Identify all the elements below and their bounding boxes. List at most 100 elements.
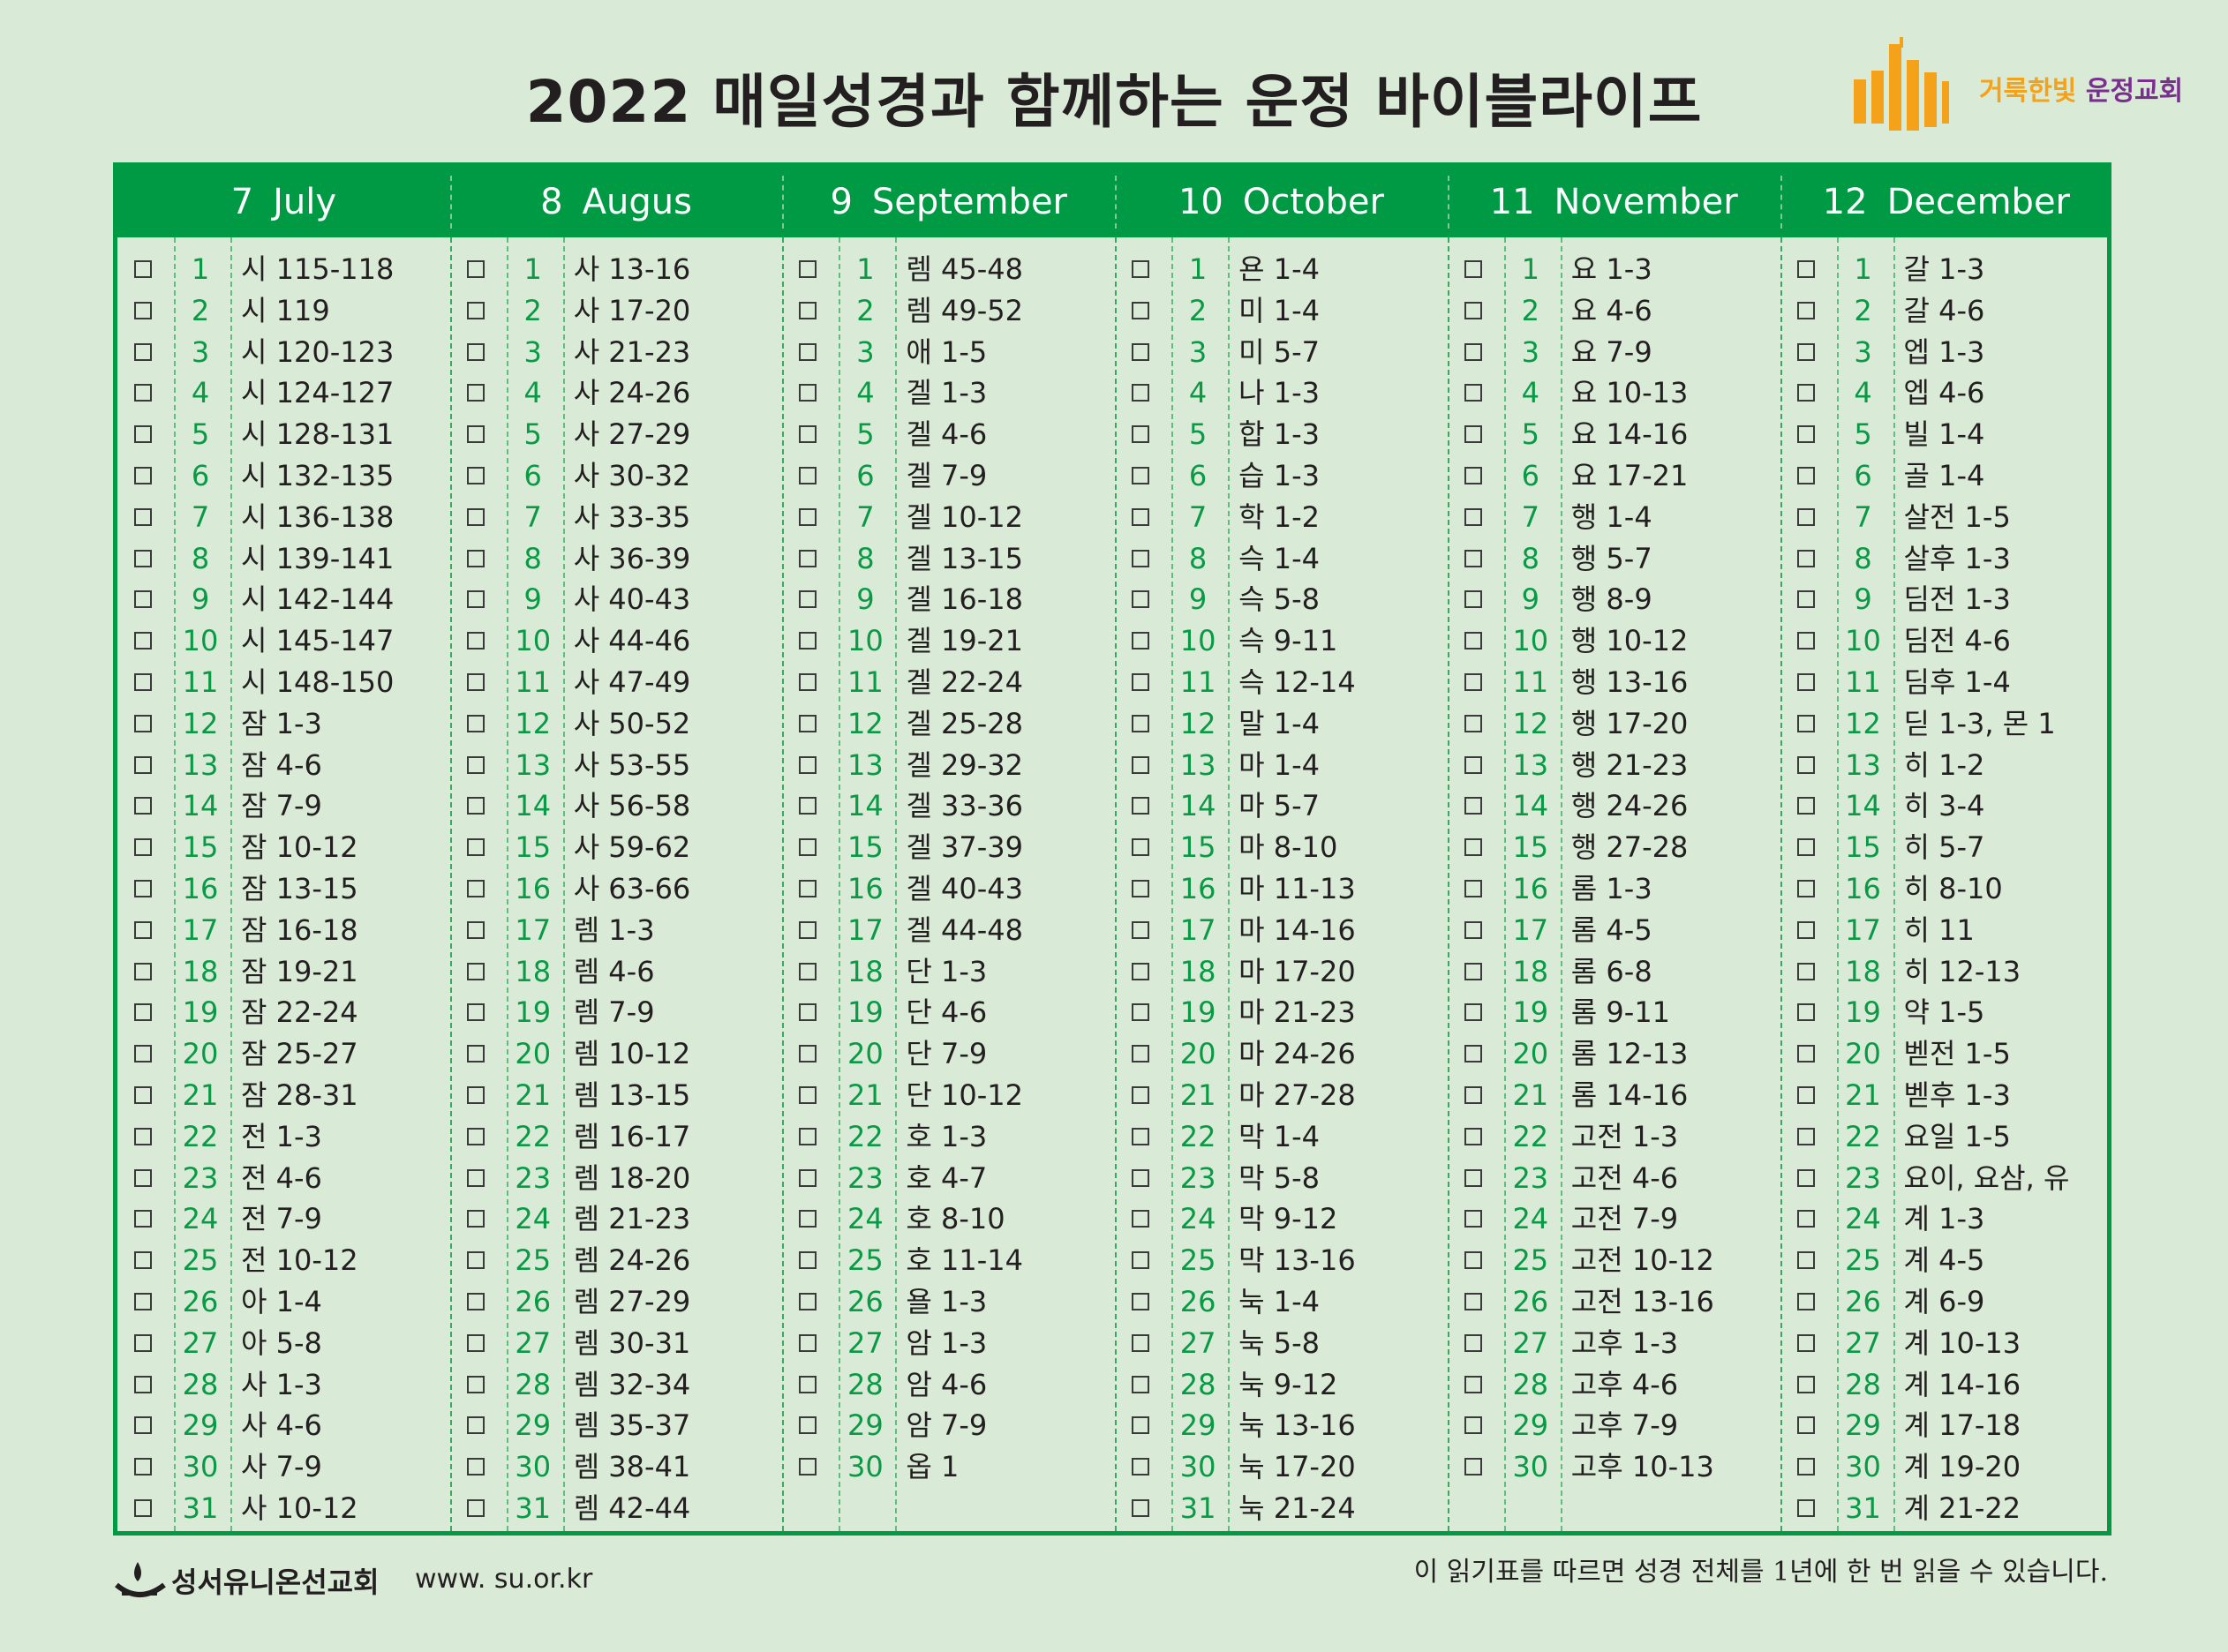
checkbox-icon[interactable] [799, 1375, 817, 1393]
checkbox-icon[interactable] [466, 342, 485, 361]
checkbox-icon[interactable] [1796, 1127, 1815, 1145]
checkbox-icon[interactable] [134, 260, 152, 278]
checkbox-icon[interactable] [466, 838, 485, 857]
checkbox-icon[interactable] [1796, 507, 1815, 526]
checkbox-icon[interactable] [1796, 1292, 1815, 1310]
checkbox-icon[interactable] [1132, 1416, 1150, 1435]
checkbox-icon[interactable] [466, 507, 485, 526]
checkbox-icon[interactable] [1796, 672, 1815, 691]
checkbox-icon[interactable] [1132, 507, 1150, 526]
checkbox-icon[interactable] [799, 1251, 817, 1270]
checkbox-icon[interactable] [466, 962, 485, 980]
checkbox-icon[interactable] [1464, 1458, 1482, 1476]
checkbox-icon[interactable] [466, 301, 485, 319]
checkbox-icon[interactable] [1464, 962, 1482, 980]
checkbox-icon[interactable] [1796, 755, 1815, 774]
checkbox-icon[interactable] [1132, 1210, 1150, 1228]
checkbox-icon[interactable] [1132, 1168, 1150, 1187]
checkbox-icon[interactable] [1796, 879, 1815, 897]
checkbox-icon[interactable] [1796, 1251, 1815, 1270]
checkbox-icon[interactable] [134, 1003, 152, 1022]
checkbox-icon[interactable] [1796, 632, 1815, 650]
checkbox-icon[interactable] [1464, 920, 1482, 939]
checkbox-icon[interactable] [1796, 260, 1815, 278]
checkbox-icon[interactable] [1132, 384, 1150, 402]
checkbox-icon[interactable] [1132, 920, 1150, 939]
checkbox-icon[interactable] [1132, 549, 1150, 567]
checkbox-icon[interactable] [466, 1210, 485, 1228]
checkbox-icon[interactable] [1796, 1458, 1815, 1476]
checkbox-icon[interactable] [466, 1127, 485, 1145]
checkbox-icon[interactable] [1132, 425, 1150, 444]
checkbox-icon[interactable] [1132, 466, 1150, 484]
checkbox-icon[interactable] [1796, 342, 1815, 361]
checkbox-icon[interactable] [799, 1003, 817, 1022]
checkbox-icon[interactable] [134, 1333, 152, 1352]
checkbox-icon[interactable] [1796, 549, 1815, 567]
checkbox-icon[interactable] [799, 714, 817, 732]
checkbox-icon[interactable] [134, 384, 152, 402]
checkbox-icon[interactable] [466, 797, 485, 815]
checkbox-icon[interactable] [466, 1498, 485, 1517]
checkbox-icon[interactable] [799, 1292, 817, 1310]
checkbox-icon[interactable] [466, 920, 485, 939]
checkbox-icon[interactable] [134, 1045, 152, 1063]
checkbox-icon[interactable] [1132, 672, 1150, 691]
checkbox-icon[interactable] [1464, 797, 1482, 815]
checkbox-icon[interactable] [1132, 962, 1150, 980]
checkbox-icon[interactable] [1796, 301, 1815, 319]
checkbox-icon[interactable] [1796, 1168, 1815, 1187]
checkbox-icon[interactable] [134, 1127, 152, 1145]
checkbox-icon[interactable] [799, 384, 817, 402]
checkbox-icon[interactable] [799, 962, 817, 980]
checkbox-icon[interactable] [799, 755, 817, 774]
checkbox-icon[interactable] [1132, 755, 1150, 774]
checkbox-icon[interactable] [134, 632, 152, 650]
checkbox-icon[interactable] [134, 466, 152, 484]
checkbox-icon[interactable] [1464, 838, 1482, 857]
checkbox-icon[interactable] [1132, 590, 1150, 609]
checkbox-icon[interactable] [1132, 260, 1150, 278]
checkbox-icon[interactable] [799, 590, 817, 609]
checkbox-icon[interactable] [1132, 714, 1150, 732]
checkbox-icon[interactable] [799, 1458, 817, 1476]
checkbox-icon[interactable] [1464, 590, 1482, 609]
checkbox-icon[interactable] [1796, 466, 1815, 484]
checkbox-icon[interactable] [799, 672, 817, 691]
checkbox-icon[interactable] [1464, 1210, 1482, 1228]
checkbox-icon[interactable] [799, 632, 817, 650]
checkbox-icon[interactable] [466, 632, 485, 650]
checkbox-icon[interactable] [134, 1085, 152, 1104]
checkbox-icon[interactable] [1464, 1045, 1482, 1063]
checkbox-icon[interactable] [799, 838, 817, 857]
checkbox-icon[interactable] [1464, 879, 1482, 897]
checkbox-icon[interactable] [1796, 425, 1815, 444]
checkbox-icon[interactable] [1132, 1292, 1150, 1310]
checkbox-icon[interactable] [466, 260, 485, 278]
checkbox-icon[interactable] [134, 1251, 152, 1270]
checkbox-icon[interactable] [1132, 1085, 1150, 1104]
checkbox-icon[interactable] [466, 1458, 485, 1476]
checkbox-icon[interactable] [799, 1045, 817, 1063]
checkbox-icon[interactable] [1464, 342, 1482, 361]
checkbox-icon[interactable] [1464, 425, 1482, 444]
checkbox-icon[interactable] [1796, 1498, 1815, 1517]
checkbox-icon[interactable] [1796, 1045, 1815, 1063]
checkbox-icon[interactable] [799, 920, 817, 939]
checkbox-icon[interactable] [134, 920, 152, 939]
checkbox-icon[interactable] [134, 1458, 152, 1476]
checkbox-icon[interactable] [134, 425, 152, 444]
checkbox-icon[interactable] [466, 466, 485, 484]
checkbox-icon[interactable] [1464, 672, 1482, 691]
checkbox-icon[interactable] [1132, 838, 1150, 857]
checkbox-icon[interactable] [1464, 1085, 1482, 1104]
checkbox-icon[interactable] [466, 590, 485, 609]
checkbox-icon[interactable] [134, 838, 152, 857]
checkbox-icon[interactable] [1464, 755, 1482, 774]
checkbox-icon[interactable] [1132, 1498, 1150, 1517]
checkbox-icon[interactable] [466, 672, 485, 691]
checkbox-icon[interactable] [1796, 962, 1815, 980]
checkbox-icon[interactable] [1132, 1333, 1150, 1352]
checkbox-icon[interactable] [1464, 1003, 1482, 1022]
checkbox-icon[interactable] [1132, 1127, 1150, 1145]
